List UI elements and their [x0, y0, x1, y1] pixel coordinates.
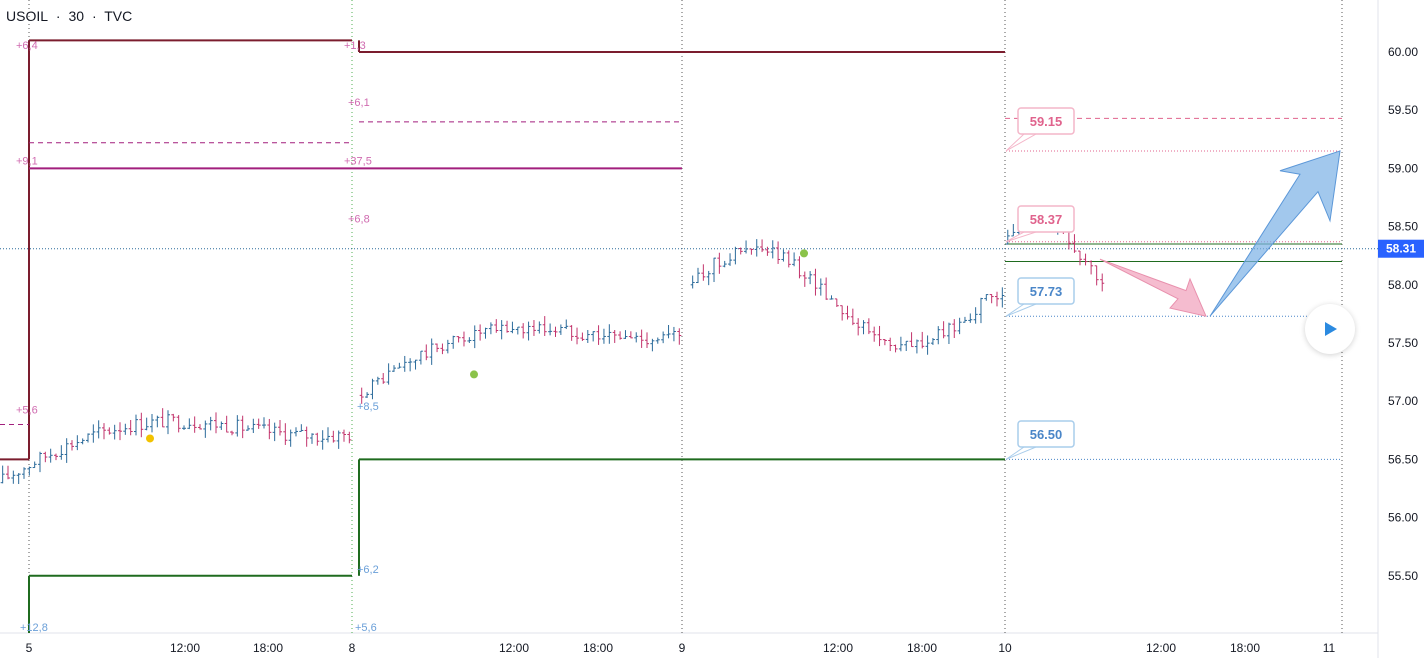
forecast-up-arrow	[1209, 150, 1341, 317]
replay-button[interactable]	[1305, 304, 1355, 354]
header-separator: ·	[91, 8, 97, 24]
callout-tail	[1005, 303, 1037, 317]
callout-tail	[1005, 231, 1037, 243]
callout-tail	[1005, 133, 1038, 152]
y-tick-label: 58.00	[1388, 278, 1418, 292]
play-icon	[1325, 322, 1337, 336]
callout-label: 58.37	[1030, 212, 1063, 227]
y-tick-label: 60.00	[1388, 45, 1418, 59]
callout-label: 59.15	[1030, 114, 1063, 129]
callout-box	[1017, 277, 1075, 305]
y-tick-label: 57.50	[1388, 336, 1418, 350]
level-note: +12,8	[20, 622, 48, 634]
x-tick-label: 10	[998, 641, 1012, 655]
x-tick-label: 18:00	[583, 641, 613, 655]
level-note: +9,1	[16, 155, 38, 167]
signal-dot	[470, 370, 478, 379]
x-tick-label: 12:00	[170, 641, 200, 655]
y-tick-label: 55.50	[1388, 569, 1418, 583]
x-tick-label: 12:00	[823, 641, 853, 655]
x-tick-label: 9	[679, 641, 686, 655]
level-note: +1,3	[344, 40, 366, 52]
interval-label: 30	[68, 8, 85, 24]
y-tick-label: 57.00	[1388, 394, 1418, 408]
source-label: TVC	[104, 8, 133, 24]
x-tick-label: 18:00	[253, 641, 283, 655]
y-tick-label: 56.00	[1388, 511, 1418, 525]
x-tick-label: 5	[26, 641, 33, 655]
callout-box	[1017, 107, 1075, 135]
x-tick-label: 8	[349, 641, 356, 655]
y-tick-label: 59.50	[1388, 103, 1418, 117]
x-tick-label: 18:00	[1230, 641, 1260, 655]
chart-header: USOIL · 30 · TVC	[6, 8, 136, 24]
level-note: +6,8	[348, 214, 370, 226]
x-tick-label: 18:00	[907, 641, 937, 655]
header-separator: ·	[55, 8, 61, 24]
level-note: +5,6	[355, 622, 377, 634]
x-tick-label: 12:00	[499, 641, 529, 655]
y-tick-label: 59.00	[1388, 161, 1418, 175]
callout-tail	[1005, 446, 1037, 460]
signal-dot	[146, 434, 154, 443]
level-note: +37,5	[344, 155, 372, 167]
current-price-label: 58.31	[1386, 242, 1416, 256]
current-price-badge	[1378, 239, 1424, 258]
y-tick-label: 58.50	[1388, 220, 1418, 234]
callout-box	[1017, 205, 1075, 233]
callout-label: 57.73	[1030, 284, 1063, 299]
level-note: +5,6	[16, 405, 38, 417]
level-note: +6,4	[16, 40, 38, 52]
level-note: +6,1	[348, 97, 370, 109]
x-tick-label: 12:00	[1146, 641, 1176, 655]
signal-dot	[800, 249, 808, 258]
symbol-label: USOIL	[6, 8, 49, 24]
x-tick-label: 11	[1323, 641, 1336, 655]
level-note: +6,2	[357, 564, 379, 576]
forecast-down-arrow	[1099, 258, 1207, 317]
level-note: +8,5	[357, 401, 379, 413]
callout-label: 56.50	[1030, 427, 1063, 442]
callout-box	[1017, 420, 1075, 448]
y-tick-label: 56.50	[1388, 452, 1418, 466]
